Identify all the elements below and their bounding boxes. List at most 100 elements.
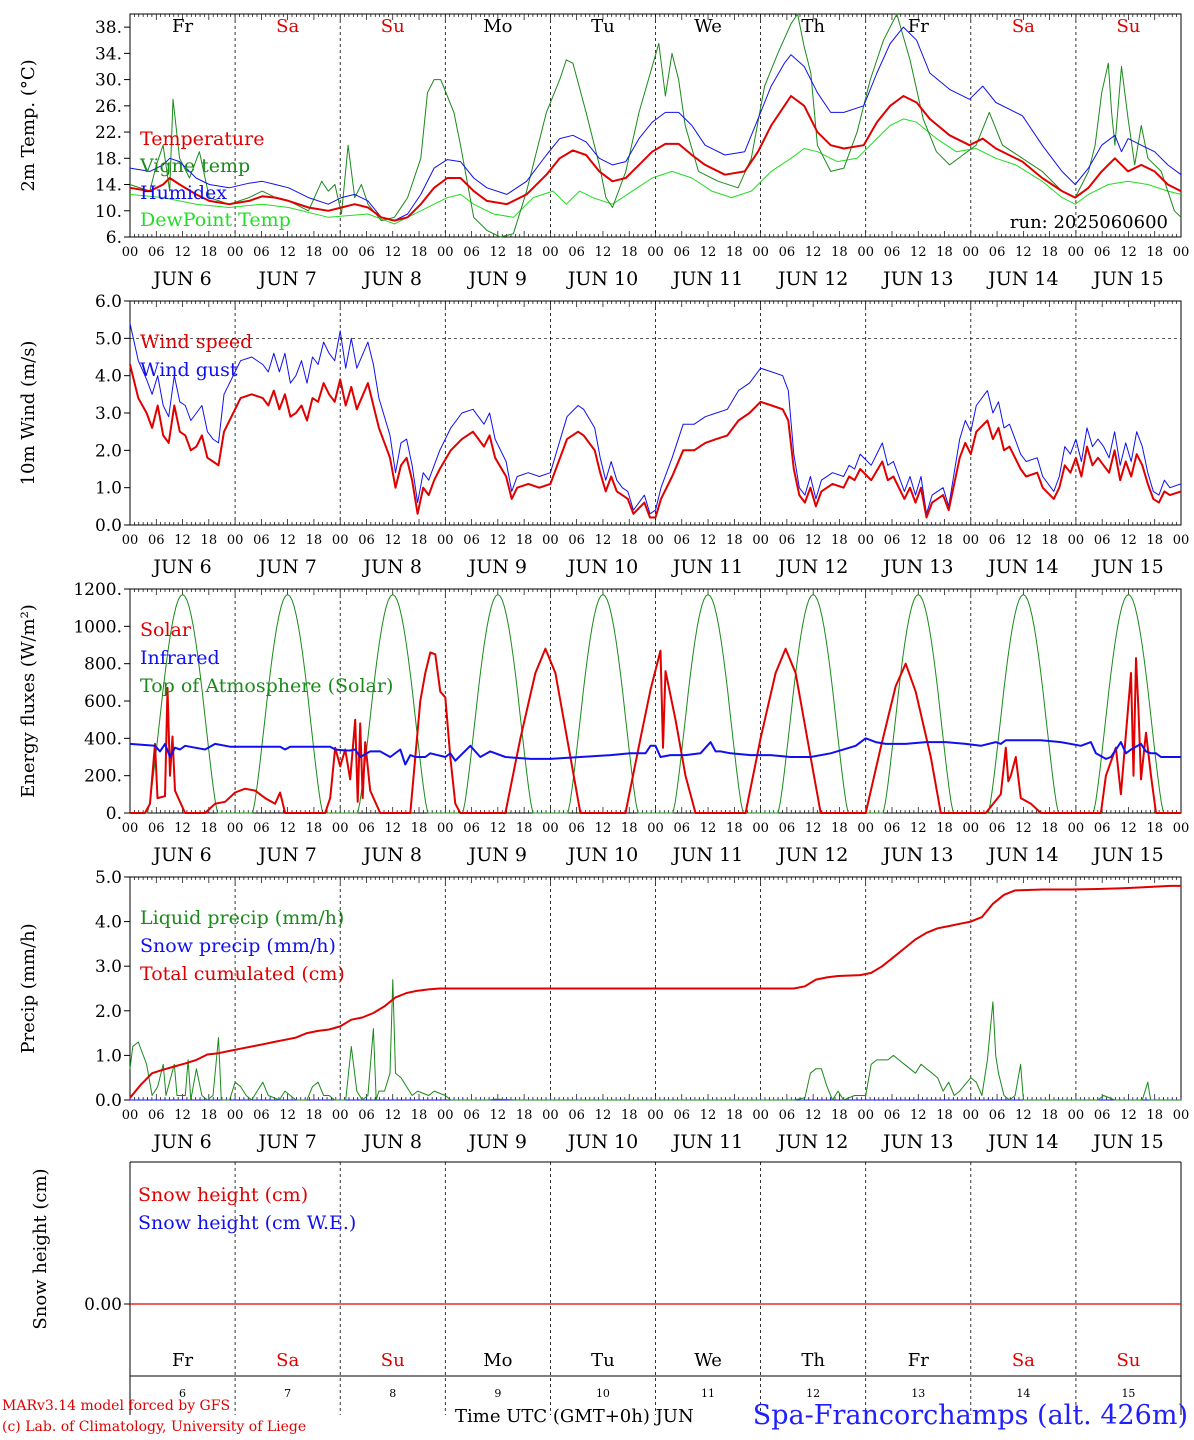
hour-tick-label: 06 bbox=[358, 533, 375, 548]
hour-tick-label: 18 bbox=[936, 533, 953, 548]
weekday-label: Tu bbox=[591, 16, 615, 37]
hour-tick-label: 00 bbox=[963, 245, 980, 260]
hour-tick-label: 12 bbox=[384, 1108, 401, 1123]
y-tick-label: 1.0 bbox=[95, 479, 122, 499]
hour-tick-label: 06 bbox=[779, 1108, 796, 1123]
hour-tick-label: 00 bbox=[542, 1108, 559, 1123]
y-tick-label: 18. bbox=[95, 149, 122, 169]
hour-tick-label: 00 bbox=[752, 1108, 769, 1123]
hour-tick-label: 00 bbox=[437, 1108, 454, 1123]
hour-tick-label: 18 bbox=[936, 821, 953, 836]
hour-tick-label: 00 bbox=[542, 245, 559, 260]
hour-tick-label: 12 bbox=[910, 821, 927, 836]
hour-tick-label: 06 bbox=[568, 245, 585, 260]
hour-tick-label: 06 bbox=[148, 821, 165, 836]
hour-tick-label: 12 bbox=[384, 821, 401, 836]
hour-tick-label: 18 bbox=[1146, 533, 1163, 548]
date-label: JUN 12 bbox=[776, 556, 848, 578]
hour-tick-label: 00 bbox=[332, 533, 349, 548]
hour-tick-label: 06 bbox=[884, 821, 901, 836]
hour-tick-label: 12 bbox=[1015, 821, 1032, 836]
hour-tick-label: 00 bbox=[332, 1108, 349, 1123]
hour-tick-label: 06 bbox=[463, 245, 480, 260]
date-label: JUN 15 bbox=[1091, 844, 1163, 866]
hour-tick-label: 06 bbox=[148, 533, 165, 548]
y-tick-label: 38. bbox=[95, 18, 122, 38]
hour-tick-label: 06 bbox=[148, 245, 165, 260]
hour-tick-label: 06 bbox=[1094, 245, 1111, 260]
date-label: JUN 6 bbox=[151, 268, 211, 290]
hour-tick-label: 18 bbox=[621, 533, 638, 548]
hour-tick-label: 00 bbox=[227, 533, 244, 548]
hour-tick-label: 00 bbox=[1068, 245, 1085, 260]
date-label: JUN 12 bbox=[776, 1131, 848, 1153]
hour-tick-label: 18 bbox=[1041, 245, 1058, 260]
series-line bbox=[129, 737, 1181, 766]
hour-tick-label: 18 bbox=[1041, 821, 1058, 836]
y-tick-label: 600. bbox=[84, 692, 122, 712]
day-number-label: 12 bbox=[806, 1387, 820, 1400]
series-temperature bbox=[129, 95, 1182, 222]
weekday-label: Su bbox=[1116, 16, 1140, 37]
hour-tick-label: 18 bbox=[1146, 1108, 1163, 1123]
y-tick-label: 0.0 bbox=[95, 1091, 122, 1111]
hour-tick-label: 00 bbox=[857, 533, 874, 548]
hour-tick-label: 12 bbox=[490, 821, 507, 836]
hour-tick-label: 06 bbox=[1094, 1108, 1111, 1123]
hour-tick-label: 00 bbox=[647, 245, 664, 260]
series-total-cumulated-cm- bbox=[129, 884, 1181, 1099]
date-label: JUN 13 bbox=[881, 556, 953, 578]
day-number-label: 13 bbox=[911, 1387, 925, 1400]
hour-tick-label: 00 bbox=[1173, 245, 1190, 260]
hour-tick-label: 18 bbox=[621, 1108, 638, 1123]
y-tick-label: 2.0 bbox=[95, 441, 122, 461]
hour-tick-label: 00 bbox=[122, 245, 139, 260]
hour-tick-label: 06 bbox=[674, 1108, 691, 1123]
hour-tick-label: 06 bbox=[674, 821, 691, 836]
hour-tick-label: 18 bbox=[411, 533, 428, 548]
hour-tick-label: 18 bbox=[306, 1108, 323, 1123]
hour-tick-label: 12 bbox=[805, 1108, 822, 1123]
hour-tick-label: 06 bbox=[989, 1108, 1006, 1123]
hour-tick-label: 18 bbox=[411, 821, 428, 836]
date-label: JUN 11 bbox=[671, 1131, 743, 1153]
hour-tick-label: 00 bbox=[647, 533, 664, 548]
y-tick-label: 22. bbox=[95, 123, 122, 143]
date-label: JUN 7 bbox=[256, 844, 316, 866]
plot-frame bbox=[129, 588, 1182, 814]
hour-tick-label: 06 bbox=[463, 1108, 480, 1123]
date-label: JUN 10 bbox=[566, 556, 638, 578]
hour-tick-label: 00 bbox=[542, 533, 559, 548]
hour-tick-label: 18 bbox=[306, 821, 323, 836]
hour-tick-label: 12 bbox=[805, 821, 822, 836]
hour-tick-label: 12 bbox=[805, 533, 822, 548]
y-axis-label: 10m Wind (m/s) bbox=[18, 341, 39, 486]
hour-tick-label: 18 bbox=[831, 1108, 848, 1123]
hour-tick-label: 18 bbox=[516, 821, 533, 836]
hour-tick-label: 18 bbox=[621, 821, 638, 836]
y-axis-label: 2m Temp. (°C) bbox=[18, 59, 39, 191]
panel-2-frame: 00 06 12 18 JUN 6 00 06 12 18 JUN 7 00 06 12 18 JUN 8 0… bbox=[18, 292, 1189, 578]
model-credit: MARv3.14 model forced by GFS bbox=[2, 1398, 231, 1414]
legend-entry: Top of Atmosphere (Solar) bbox=[140, 675, 393, 697]
legend-entry: Vigne temp bbox=[139, 155, 250, 177]
series-solar bbox=[130, 647, 1181, 814]
hour-tick-label: 12 bbox=[1015, 533, 1032, 548]
weekday-label: Su bbox=[381, 16, 405, 37]
weekday-label: Su bbox=[381, 1350, 405, 1371]
series-line bbox=[129, 95, 1182, 222]
y-tick-label: 4.0 bbox=[95, 367, 122, 387]
y-tick-label: 4.0 bbox=[95, 913, 122, 933]
hour-tick-label: 06 bbox=[779, 245, 796, 260]
date-label: JUN 7 bbox=[256, 556, 316, 578]
plot-frame bbox=[129, 13, 1182, 238]
date-label: JUN 13 bbox=[881, 844, 953, 866]
date-label: JUN 6 bbox=[151, 1131, 211, 1153]
day-number-label: 14 bbox=[1016, 1387, 1030, 1400]
hour-tick-label: 00 bbox=[963, 1108, 980, 1123]
y-axis-label: Energy fluxes (W/m²) bbox=[18, 604, 39, 798]
hour-tick-label: 00 bbox=[122, 533, 139, 548]
hour-tick-label: 12 bbox=[700, 1108, 717, 1123]
y-axis-label: Precip (mm/h) bbox=[18, 923, 39, 1053]
hour-tick-label: 18 bbox=[306, 533, 323, 548]
